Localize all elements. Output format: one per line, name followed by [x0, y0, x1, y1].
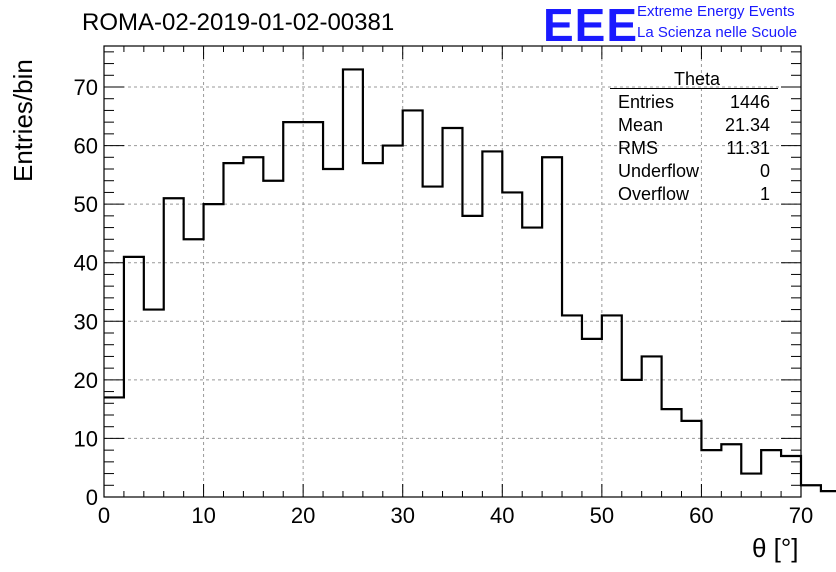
- logo-caption-line1: Extreme Energy Events: [637, 3, 795, 20]
- stats-label: Entries: [618, 92, 675, 112]
- x-tick-label: 60: [689, 503, 713, 528]
- y-tick-label: 10: [74, 426, 98, 451]
- y-tick-label: 60: [74, 134, 98, 159]
- x-tick-label: 30: [390, 503, 414, 528]
- stats-row-overflow: Overflow 1: [610, 183, 778, 206]
- stats-value: 11.31: [726, 138, 770, 158]
- stats-row-mean: Mean 21.34: [610, 114, 778, 137]
- stats-label: Overflow: [618, 184, 690, 204]
- stats-label: Mean: [618, 115, 664, 135]
- histogram-step-line: [104, 68, 836, 493]
- y-axis-label: Entries/bin: [8, 59, 38, 182]
- x-tick-label: 0: [98, 503, 110, 528]
- stats-row-entries: Entries 1446: [610, 91, 778, 114]
- plot-frame: [103, 45, 802, 498]
- run-title: ROMA-02-2019-01-02-00381: [82, 9, 395, 36]
- stats-title: Theta: [610, 70, 778, 89]
- x-tick-label: 20: [291, 503, 315, 528]
- y-tick-label: 0: [86, 485, 98, 510]
- stats-value: 0: [759, 161, 770, 181]
- histogram-series: [104, 68, 836, 493]
- y-tick-label: 50: [74, 192, 98, 217]
- eee-logo: EEE: [543, 0, 639, 51]
- x-tick-label: 10: [191, 503, 215, 528]
- y-tick-label: 40: [74, 251, 98, 276]
- x-tick-label: 40: [490, 503, 514, 528]
- stats-row-underflow: Underflow 0: [610, 160, 778, 183]
- y-tick-label: 70: [74, 75, 98, 100]
- stats-label: Underflow: [618, 161, 700, 181]
- x-tick-label: 70: [789, 503, 813, 528]
- stats-box: Theta Entries 1446 Mean 21.34 RMS 11.31 Und…: [610, 70, 778, 206]
- stats-label: RMS: [618, 138, 658, 158]
- stats-row-rms: RMS 11.31: [610, 137, 778, 160]
- logo-caption-line2: La Scienza nelle Scuole: [637, 24, 798, 41]
- x-axis-label: θ [°]: [752, 533, 799, 563]
- stats-value: 21.34: [724, 115, 770, 135]
- x-tick-label: 50: [590, 503, 614, 528]
- y-tick-label: 20: [74, 368, 98, 393]
- axis-ticks: [103, 46, 802, 498]
- stats-value: 1: [759, 184, 770, 204]
- y-tick-label: 30: [74, 309, 98, 334]
- stats-value: 1446: [729, 92, 770, 112]
- grid-lines: [104, 46, 801, 497]
